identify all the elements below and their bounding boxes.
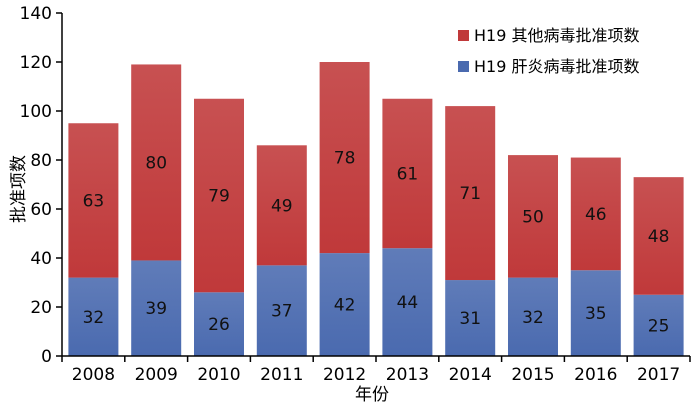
bar-segment-other <box>131 64 182 261</box>
y-tick-label: 0 <box>41 347 52 367</box>
y-tick-label: 140 <box>20 4 52 24</box>
bar-segment-hepatitis <box>445 280 496 356</box>
legend-swatch-other <box>458 30 469 41</box>
bar-segment-other <box>633 177 684 295</box>
bar-segment-hepatitis <box>508 277 558 356</box>
data-label: 48 <box>648 227 670 247</box>
x-tick-label: 2010 <box>197 365 240 385</box>
data-label: 26 <box>208 315 230 335</box>
data-label: 78 <box>334 149 356 169</box>
bar-segment-hepatitis <box>319 253 370 356</box>
bar-segment-other <box>319 62 370 254</box>
bar-segment-hepatitis <box>194 292 244 356</box>
y-tick-label: 60 <box>30 200 52 220</box>
x-tick-label: 2008 <box>72 365 115 385</box>
y-tick-label: 80 <box>30 151 52 171</box>
y-axis-ticks: 0 20 40 60 80 100 120 140 <box>20 4 62 367</box>
data-label: 32 <box>522 308 544 328</box>
bar-segment-hepatitis <box>68 277 119 356</box>
data-label: 80 <box>145 153 167 173</box>
data-label: 39 <box>145 299 167 319</box>
data-label: 25 <box>648 316 670 336</box>
legend: H19 其他病毒批准项数 H19 肝炎病毒批准项数 <box>458 26 639 76</box>
x-tick-label: 2014 <box>449 365 492 385</box>
data-label: 49 <box>271 196 293 216</box>
x-tick-label: 2009 <box>135 365 178 385</box>
y-tick-label: 40 <box>30 249 52 269</box>
bar-segment-other <box>194 98 244 293</box>
data-label: 46 <box>585 205 607 225</box>
legend-swatch-hepatitis <box>458 61 469 72</box>
x-axis-title: 年份 <box>355 385 389 405</box>
data-label: 42 <box>334 296 356 316</box>
bar-segment-hepatitis <box>382 248 433 356</box>
data-label: 79 <box>208 187 230 207</box>
x-tick-label: 2017 <box>637 365 680 385</box>
data-label: 31 <box>459 309 481 329</box>
bar-segment-hepatitis <box>633 294 684 356</box>
data-label: 44 <box>397 293 419 313</box>
data-label: 61 <box>397 164 419 184</box>
y-tick-label: 20 <box>30 298 52 318</box>
y-axis-title: 批准项数 <box>9 155 29 223</box>
data-label: 37 <box>271 302 293 322</box>
bar-segment-other <box>382 98 433 249</box>
x-axis-ticks: 2008 2009 2010 2011 2012 2013 2014 2015 2016 2017 <box>61 356 691 385</box>
x-tick-label: 2012 <box>323 365 366 385</box>
data-labels: 32 63 39 80 26 79 37 49 42 78 44 61 31 71 32 50 35 46 25 48 <box>83 149 670 337</box>
y-tick-label: 100 <box>20 102 52 122</box>
data-label: 71 <box>459 184 481 204</box>
x-tick-label: 2015 <box>511 365 554 385</box>
legend-label-hepatitis: H19 肝炎病毒批准项数 <box>474 57 639 76</box>
bar-segment-hepatitis <box>570 270 621 356</box>
bar-segment-other <box>445 106 496 281</box>
data-label: 32 <box>83 308 105 328</box>
bar-segment-other <box>68 123 119 278</box>
legend-label-other: H19 其他病毒批准项数 <box>474 26 639 45</box>
bar-segment-other <box>256 145 307 266</box>
data-label: 35 <box>585 304 607 324</box>
bars-layer <box>68 62 684 356</box>
x-tick-label: 2013 <box>386 365 429 385</box>
data-label: 63 <box>83 191 105 211</box>
bar-segment-hepatitis <box>131 260 182 356</box>
bar-segment-other <box>508 155 558 278</box>
x-tick-label: 2016 <box>574 365 617 385</box>
data-label: 50 <box>522 207 544 227</box>
bar-segment-other <box>570 157 621 271</box>
x-tick-label: 2011 <box>260 365 303 385</box>
y-tick-label: 120 <box>20 53 52 73</box>
bar-segment-hepatitis <box>256 265 307 356</box>
